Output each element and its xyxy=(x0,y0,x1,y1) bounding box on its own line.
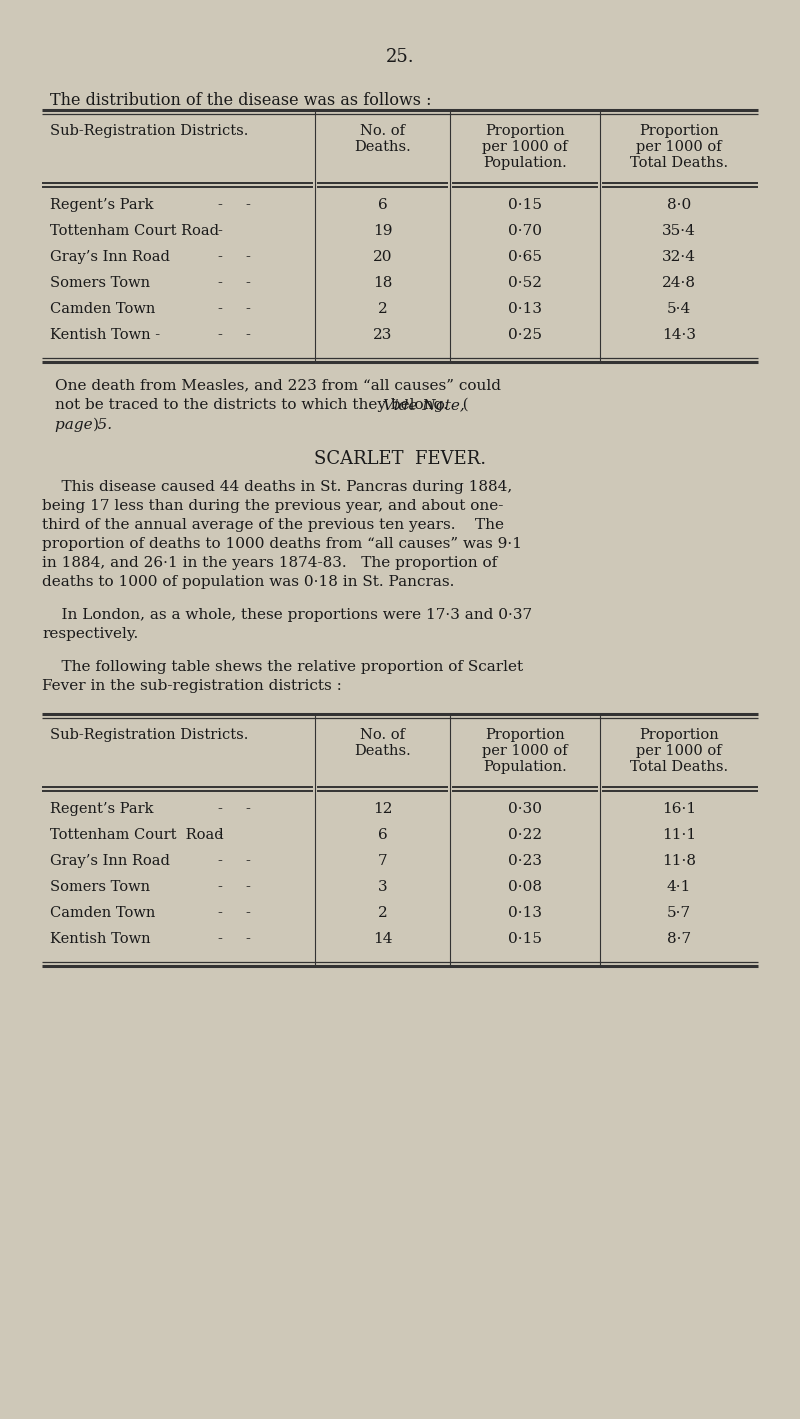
Text: Proportion
per 1000 of
Population.: Proportion per 1000 of Population. xyxy=(482,123,568,170)
Text: 2: 2 xyxy=(378,905,387,920)
Text: Fever in the sub-registration districts :: Fever in the sub-registration districts … xyxy=(42,680,342,692)
Text: proportion of deaths to 1000 deaths from “all causes” was 9·1: proportion of deaths to 1000 deaths from… xyxy=(42,536,522,551)
Text: respectively.: respectively. xyxy=(42,627,138,641)
Text: 6: 6 xyxy=(378,829,387,841)
Text: 16·1: 16·1 xyxy=(662,802,696,816)
Text: -: - xyxy=(218,932,222,946)
Text: -: - xyxy=(218,802,222,816)
Text: 5·7: 5·7 xyxy=(667,905,691,920)
Text: -: - xyxy=(246,932,250,946)
Text: 0·15: 0·15 xyxy=(508,199,542,211)
Text: Somers Town: Somers Town xyxy=(50,277,150,289)
Text: 8·0: 8·0 xyxy=(667,199,691,211)
Text: 24·8: 24·8 xyxy=(662,277,696,289)
Text: Kentish Town -: Kentish Town - xyxy=(50,328,160,342)
Text: Regent’s Park: Regent’s Park xyxy=(50,199,154,211)
Text: 2: 2 xyxy=(378,302,387,316)
Text: -: - xyxy=(218,224,222,238)
Text: Sub-Registration Districts.: Sub-Registration Districts. xyxy=(50,123,248,138)
Text: 0·30: 0·30 xyxy=(508,802,542,816)
Text: 4·1: 4·1 xyxy=(667,880,691,894)
Text: Camden Town: Camden Town xyxy=(50,302,155,316)
Text: 0·08: 0·08 xyxy=(508,880,542,894)
Text: The following table shews the relative proportion of Scarlet: The following table shews the relative p… xyxy=(42,660,523,674)
Text: -: - xyxy=(218,250,222,264)
Text: Vide Note,: Vide Note, xyxy=(382,397,464,412)
Text: 0·25: 0·25 xyxy=(508,328,542,342)
Text: 12: 12 xyxy=(373,802,392,816)
Text: 6: 6 xyxy=(378,199,387,211)
Text: Gray’s Inn Road: Gray’s Inn Road xyxy=(50,854,170,868)
Text: No. of
Deaths.: No. of Deaths. xyxy=(354,123,411,155)
Text: page 5.: page 5. xyxy=(55,419,112,431)
Text: 11·8: 11·8 xyxy=(662,854,696,868)
Text: SCARLET  FEVER.: SCARLET FEVER. xyxy=(314,450,486,468)
Text: 3: 3 xyxy=(378,880,387,894)
Text: This disease caused 44 deaths in St. Pancras during 1884,: This disease caused 44 deaths in St. Pan… xyxy=(42,480,512,494)
Text: 0·15: 0·15 xyxy=(508,932,542,946)
Text: Sub-Registration Districts.: Sub-Registration Districts. xyxy=(50,728,248,742)
Text: being 17 less than during the previous year, and about one-: being 17 less than during the previous y… xyxy=(42,499,503,514)
Text: 14: 14 xyxy=(373,932,392,946)
Text: 18: 18 xyxy=(373,277,392,289)
Text: 25.: 25. xyxy=(386,48,414,67)
Text: 0·65: 0·65 xyxy=(508,250,542,264)
Text: 8·7: 8·7 xyxy=(667,932,691,946)
Text: 0·22: 0·22 xyxy=(508,829,542,841)
Text: Proportion
per 1000 of
Population.: Proportion per 1000 of Population. xyxy=(482,728,568,775)
Text: -: - xyxy=(246,905,250,920)
Text: The distribution of the disease was as follows :: The distribution of the disease was as f… xyxy=(50,92,431,109)
Text: 35·4: 35·4 xyxy=(662,224,696,238)
Text: Tottenham Court  Road: Tottenham Court Road xyxy=(50,829,224,841)
Text: -: - xyxy=(246,880,250,894)
Text: Somers Town: Somers Town xyxy=(50,880,150,894)
Text: 7: 7 xyxy=(378,854,387,868)
Text: One death from Measles, and 223 from “all causes” could: One death from Measles, and 223 from “al… xyxy=(55,377,501,392)
Text: -: - xyxy=(246,277,250,289)
Text: 0·13: 0·13 xyxy=(508,905,542,920)
Text: -: - xyxy=(246,250,250,264)
Text: 0·52: 0·52 xyxy=(508,277,542,289)
Text: -: - xyxy=(218,199,222,211)
Text: -: - xyxy=(218,854,222,868)
Text: -: - xyxy=(246,328,250,342)
Text: -: - xyxy=(218,905,222,920)
Text: No. of
Deaths.: No. of Deaths. xyxy=(354,728,411,758)
Text: -: - xyxy=(246,802,250,816)
Text: third of the annual average of the previous ten years.    The: third of the annual average of the previ… xyxy=(42,518,504,532)
Text: Camden Town: Camden Town xyxy=(50,905,155,920)
Text: 14·3: 14·3 xyxy=(662,328,696,342)
Text: Gray’s Inn Road: Gray’s Inn Road xyxy=(50,250,170,264)
Text: In London, as a whole, these proportions were 17·3 and 0·37: In London, as a whole, these proportions… xyxy=(42,607,532,622)
Text: in 1884, and 26·1 in the years 1874-83.   The proportion of: in 1884, and 26·1 in the years 1874-83. … xyxy=(42,556,498,570)
Text: Regent’s Park: Regent’s Park xyxy=(50,802,154,816)
Text: Proportion
per 1000 of
Total Deaths.: Proportion per 1000 of Total Deaths. xyxy=(630,123,728,170)
Text: 0·70: 0·70 xyxy=(508,224,542,238)
Text: Tottenham Court Road: Tottenham Court Road xyxy=(50,224,219,238)
Text: Proportion
per 1000 of
Total Deaths.: Proportion per 1000 of Total Deaths. xyxy=(630,728,728,775)
Text: 19: 19 xyxy=(373,224,392,238)
Text: -: - xyxy=(218,302,222,316)
Text: -: - xyxy=(218,829,222,841)
Text: 0·23: 0·23 xyxy=(508,854,542,868)
Text: 20: 20 xyxy=(373,250,392,264)
Text: -: - xyxy=(218,277,222,289)
Text: 5·4: 5·4 xyxy=(667,302,691,316)
Text: -: - xyxy=(246,199,250,211)
Text: 11·1: 11·1 xyxy=(662,829,696,841)
Text: -: - xyxy=(246,854,250,868)
Text: 32·4: 32·4 xyxy=(662,250,696,264)
Text: -: - xyxy=(218,880,222,894)
Text: not be traced to the districts to which they belong.   (: not be traced to the districts to which … xyxy=(55,397,469,413)
Text: deaths to 1000 of population was 0·18 in St. Pancras.: deaths to 1000 of population was 0·18 in… xyxy=(42,575,454,589)
Text: Kentish Town: Kentish Town xyxy=(50,932,150,946)
Text: -: - xyxy=(218,328,222,342)
Text: ): ) xyxy=(93,419,99,431)
Text: 0·13: 0·13 xyxy=(508,302,542,316)
Text: -: - xyxy=(246,302,250,316)
Text: 23: 23 xyxy=(373,328,392,342)
